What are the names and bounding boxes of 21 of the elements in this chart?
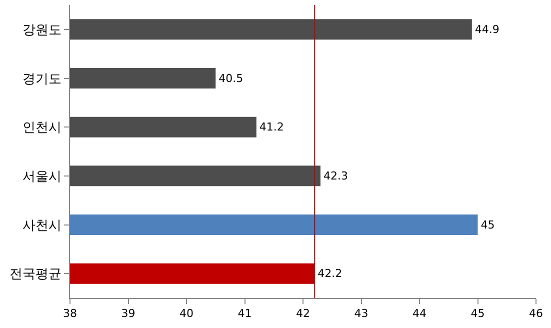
data-label: 45 [480,218,495,232]
data-label: 42.3 [323,169,348,182]
data-label: 44.9 [474,22,500,36]
x-tick-label: 44 [412,307,426,320]
x-tick-label: 39 [121,307,136,320]
x-tick-label: 43 [354,307,368,320]
x-tick-label: 42 [296,307,310,320]
data-label: 41.2 [259,120,284,134]
x-tick-label: 38 [63,307,77,320]
y-tick-label: 전국평균 [9,267,62,282]
y-tick-label: 강원도 [22,22,62,38]
x-tick-label: 46 [529,307,543,320]
y-tick-label: 사천시 [22,218,62,234]
y-tick-label: 경기도 [22,72,62,87]
data-label: 42.2 [318,267,342,280]
data-label: 40.5 [218,72,244,85]
y-tick-label: 서울시 [22,169,62,184]
y-tick-label: 인천시 [22,120,62,136]
x-tick-label: 40 [180,307,194,320]
x-tick-label: 41 [238,307,252,320]
x-tick-label: 45 [470,307,485,320]
